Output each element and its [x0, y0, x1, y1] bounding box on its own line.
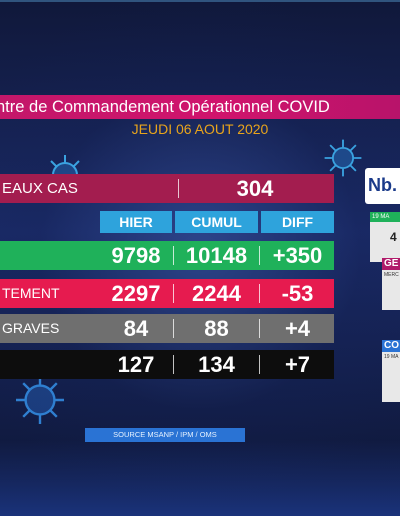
new-cases-value: 304 — [236, 176, 274, 201]
row-hier: 84 — [123, 316, 149, 341]
row-diff: +7 — [284, 352, 311, 377]
source-label: SOURCE MSANP / IPM / OMS — [85, 428, 245, 442]
side-panel: Nb. 19 MA 4 GE MERC CO 19 MA — [340, 160, 400, 420]
row-diff: -53 — [281, 281, 314, 306]
virus-icon — [16, 376, 64, 424]
title-bar — [0, 95, 400, 119]
divider — [259, 355, 260, 374]
side-box-3-label: CO — [384, 340, 399, 351]
row-label: TEMENT — [2, 285, 60, 301]
row-cumul: 10148 — [185, 243, 248, 268]
divider — [259, 319, 260, 338]
virus-icon — [324, 139, 362, 177]
row-diff: +350 — [272, 243, 323, 268]
side-box-3-date: 19 MA — [384, 354, 399, 360]
table-row: GRAVES 84 88 +4 — [0, 314, 334, 343]
row-hier: 127 — [117, 352, 155, 377]
side-box-1: 19 MA 4 — [370, 212, 400, 262]
new-cases-label: EAUX CAS — [2, 180, 78, 197]
frame-edge — [0, 0, 400, 2]
divider — [173, 355, 174, 374]
side-box-1-date: 19 MA — [372, 214, 390, 220]
table-row: 9798 10148 +350 — [0, 241, 334, 270]
background-glow — [0, 440, 400, 516]
table-row: TEMENT 2297 2244 -53 — [0, 279, 334, 308]
side-title: Nb. — [368, 175, 397, 195]
divider — [259, 246, 260, 265]
header-diff: DIFF — [261, 211, 334, 233]
row-label: GRAVES — [2, 320, 60, 336]
side-box-3: CO 19 MA — [382, 340, 400, 402]
divider — [173, 246, 174, 265]
divider — [173, 284, 174, 303]
row-cumul: 2244 — [192, 281, 241, 306]
report-date: JEUDI 06 AOUT 2020 — [131, 121, 269, 137]
header-hier: HIER — [100, 211, 172, 233]
divider — [173, 319, 174, 338]
row-hier: 2297 — [111, 281, 161, 306]
table-row: 127 134 +7 — [0, 350, 334, 379]
row-cumul: 88 — [204, 316, 229, 341]
divider — [259, 284, 260, 303]
row-cumul: 134 — [198, 352, 235, 377]
side-box-2-date: MERC — [384, 272, 399, 278]
new-cases-bar: EAUX CAS 304 — [0, 174, 334, 203]
header-cumul: CUMUL — [175, 211, 258, 233]
row-diff: +4 — [284, 316, 311, 341]
page-title: ntre de Commandement Opérationnel COVID — [0, 98, 330, 116]
row-hier: 9798 — [111, 243, 161, 268]
side-box-2-label: GE — [384, 258, 399, 269]
side-title-box: Nb. — [365, 168, 400, 204]
divider — [178, 179, 179, 198]
side-box-2: GE MERC — [382, 258, 400, 310]
side-box-1-value: 4 — [390, 230, 397, 244]
